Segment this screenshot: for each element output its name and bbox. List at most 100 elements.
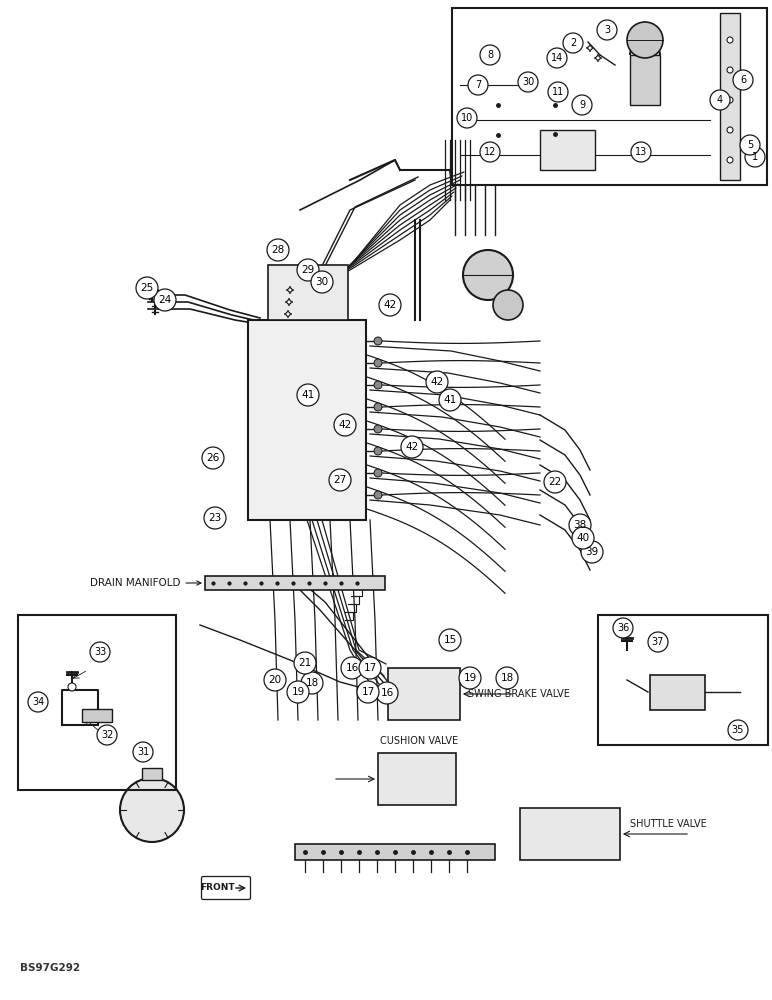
- Circle shape: [154, 289, 176, 311]
- Text: 33: 33: [94, 647, 106, 657]
- Text: 5: 5: [747, 140, 753, 150]
- Circle shape: [727, 97, 733, 103]
- Circle shape: [28, 692, 48, 712]
- Circle shape: [68, 683, 76, 691]
- Text: 30: 30: [522, 77, 534, 87]
- Text: 42: 42: [430, 377, 444, 387]
- Bar: [82, 709, 112, 722]
- Circle shape: [493, 290, 523, 320]
- Text: BS97G292: BS97G292: [20, 963, 80, 973]
- Bar: [540, 130, 595, 170]
- Circle shape: [155, 291, 161, 297]
- Circle shape: [97, 725, 117, 745]
- Circle shape: [544, 471, 566, 493]
- Bar: [248, 320, 366, 520]
- Circle shape: [463, 250, 513, 300]
- Circle shape: [727, 127, 733, 133]
- Circle shape: [572, 527, 594, 549]
- Circle shape: [120, 778, 184, 842]
- Text: SWING BRAKE VALVE: SWING BRAKE VALVE: [468, 689, 570, 699]
- Circle shape: [202, 447, 224, 469]
- Text: 9: 9: [579, 100, 585, 110]
- Circle shape: [613, 618, 633, 638]
- Text: 42: 42: [384, 300, 397, 310]
- Text: 17: 17: [364, 663, 377, 673]
- Bar: [630, 55, 660, 105]
- Text: 23: 23: [208, 513, 222, 523]
- Circle shape: [548, 82, 568, 102]
- Text: DRAIN MANIFOLD: DRAIN MANIFOLD: [90, 578, 201, 588]
- Circle shape: [374, 359, 382, 367]
- Circle shape: [439, 629, 461, 651]
- Bar: [205, 576, 385, 590]
- Circle shape: [740, 135, 760, 155]
- Text: 34: 34: [32, 697, 44, 707]
- Text: 7: 7: [475, 80, 481, 90]
- Circle shape: [379, 294, 401, 316]
- Circle shape: [727, 67, 733, 73]
- Circle shape: [311, 271, 333, 293]
- Circle shape: [288, 288, 292, 292]
- Circle shape: [597, 20, 617, 40]
- Bar: [598, 615, 768, 745]
- Text: 19: 19: [463, 673, 476, 683]
- Circle shape: [588, 46, 592, 50]
- Bar: [142, 768, 162, 780]
- Bar: [295, 844, 495, 860]
- Text: 41: 41: [301, 390, 315, 400]
- Circle shape: [374, 337, 382, 345]
- Circle shape: [459, 667, 481, 689]
- Bar: [268, 265, 348, 320]
- Circle shape: [341, 657, 363, 679]
- Text: SHUTTLE VALVE: SHUTTLE VALVE: [630, 819, 706, 829]
- Circle shape: [374, 403, 382, 411]
- Text: 2: 2: [570, 38, 576, 48]
- Circle shape: [728, 720, 748, 740]
- Text: 12: 12: [484, 147, 496, 157]
- Text: 19: 19: [291, 687, 305, 697]
- Circle shape: [581, 541, 603, 563]
- Circle shape: [648, 632, 668, 652]
- Text: 27: 27: [334, 475, 347, 485]
- Text: 16: 16: [345, 663, 359, 673]
- Circle shape: [627, 22, 663, 58]
- Text: 18: 18: [500, 673, 513, 683]
- Text: 32: 32: [101, 730, 113, 740]
- Circle shape: [329, 469, 351, 491]
- Circle shape: [480, 142, 500, 162]
- Circle shape: [480, 45, 500, 65]
- Circle shape: [287, 681, 309, 703]
- Circle shape: [297, 259, 319, 281]
- Bar: [520, 808, 620, 860]
- Circle shape: [90, 642, 110, 662]
- Circle shape: [204, 507, 226, 529]
- Text: 18: 18: [306, 678, 319, 688]
- Text: 30: 30: [316, 277, 329, 287]
- Text: 25: 25: [141, 283, 154, 293]
- Circle shape: [468, 75, 488, 95]
- Circle shape: [374, 447, 382, 455]
- Text: 31: 31: [137, 747, 149, 757]
- Text: 28: 28: [272, 245, 285, 255]
- Text: 36: 36: [617, 623, 629, 633]
- Circle shape: [294, 652, 316, 674]
- Circle shape: [359, 657, 381, 679]
- Text: 38: 38: [574, 520, 587, 530]
- Circle shape: [133, 742, 153, 762]
- Text: 14: 14: [551, 53, 563, 63]
- Circle shape: [631, 142, 651, 162]
- Text: 10: 10: [461, 113, 473, 123]
- Text: 15: 15: [443, 635, 456, 645]
- Circle shape: [547, 48, 567, 68]
- Text: 13: 13: [635, 147, 647, 157]
- Text: 22: 22: [548, 477, 561, 487]
- Text: 1: 1: [752, 152, 758, 162]
- Circle shape: [301, 672, 323, 694]
- Circle shape: [287, 300, 291, 304]
- Circle shape: [745, 147, 765, 167]
- Circle shape: [264, 669, 286, 691]
- Text: 20: 20: [269, 675, 282, 685]
- Circle shape: [374, 491, 382, 499]
- Text: 11: 11: [552, 87, 564, 97]
- Circle shape: [596, 56, 600, 60]
